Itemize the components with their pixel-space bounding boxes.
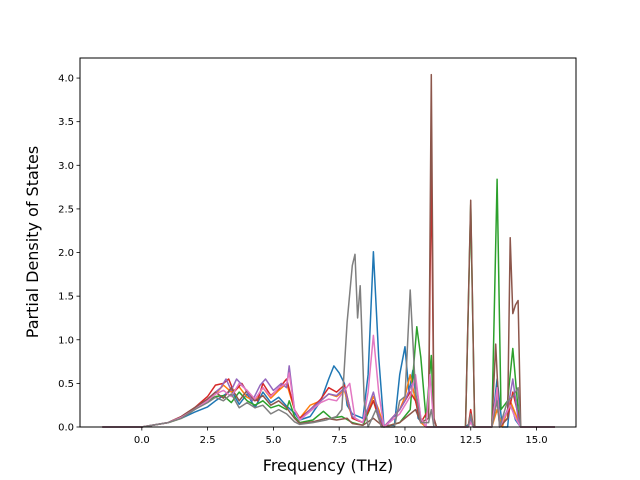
series-line-5 [102,365,555,428]
series-line-1 [102,250,555,428]
series-line-3 [102,178,555,428]
x-tick: 7.5 [331,427,347,446]
y-tick-label: 1.5 [58,292,74,303]
x-tick: 0.0 [134,427,150,446]
y-tick: 0.0 [58,423,80,434]
x-axis-label: Frequency (THz) [263,456,393,475]
y-tick-label: 2.5 [58,204,74,215]
y-tick: 4.0 [58,74,80,85]
x-tick: 15.0 [525,427,548,446]
plot-frame [79,57,577,428]
y-tick-label: 1.0 [58,335,74,346]
series-line-7 [102,334,555,428]
series-line-4 [102,164,555,428]
y-axis: 0.0 0.5 1.0 1.5 2.0 2.5 3.0 3.5 4.0 [58,74,80,434]
y-tick-label: 3.0 [58,161,74,172]
x-tick-label: 7.5 [331,435,347,446]
series-lines [102,73,555,428]
x-tick: 2.5 [200,427,216,446]
x-tick-label: 10.0 [394,435,416,446]
x-tick-label: 15.0 [525,435,547,446]
x-tick: 10.0 [394,427,416,446]
y-tick: 2.0 [58,248,80,259]
x-tick-label: 2.5 [200,435,216,446]
x-tick-label: 5.0 [265,435,281,446]
series-line-8 [102,253,555,428]
y-tick: 0.5 [58,379,80,390]
y-tick: 1.5 [58,292,80,303]
x-tick-label: 0.0 [134,435,150,446]
y-tick-label: 2.0 [58,248,74,259]
x-tick: 12.5 [460,427,482,446]
x-tick: 5.0 [265,427,281,446]
x-axis: 0.0 2.5 5.0 7.5 10.0 12.5 15.0 [134,427,548,446]
y-tick-label: 0.0 [58,423,74,434]
series-line-6 [102,73,555,428]
y-tick-label: 0.5 [58,379,74,390]
y-tick-label: 4.0 [58,74,74,85]
y-tick: 1.0 [58,335,80,346]
y-tick-label: 3.5 [58,117,74,128]
y-axis-label: Partial Density of States [23,146,42,338]
y-tick: 3.0 [58,161,80,172]
y-tick: 3.5 [58,117,80,128]
y-tick: 2.5 [58,204,80,215]
x-tick-label: 12.5 [460,435,482,446]
